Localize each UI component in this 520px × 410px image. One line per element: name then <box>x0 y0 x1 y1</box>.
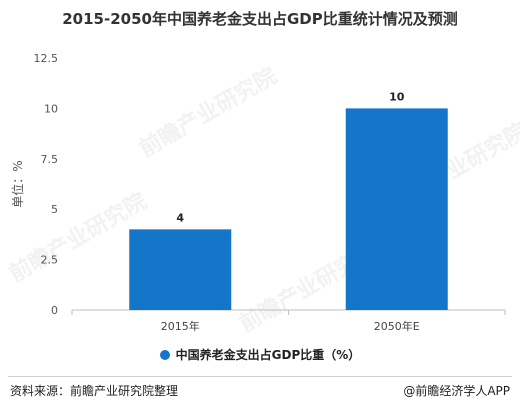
legend-label: 中国养老金支出占GDP比重（%） <box>175 348 361 362</box>
data-label: 10 <box>389 90 405 103</box>
x-tick-label: 2050年E <box>374 319 420 333</box>
bar <box>129 229 232 310</box>
y-axis-title: 单位：% <box>10 160 25 207</box>
source-note: 资料来源：前瞻产业研究院整理 <box>10 384 179 398</box>
y-tick-label: 2.5 <box>41 254 59 267</box>
chart-title: 2015-2050年中国养老金支出占GDP比重统计情况及预测 <box>62 10 458 28</box>
bar <box>345 108 448 311</box>
y-tick-label: 12.5 <box>34 52 59 65</box>
y-tick-label: 0 <box>51 304 58 317</box>
data-label: 4 <box>176 211 184 224</box>
legend: 中国养老金支出占GDP比重（%） <box>0 346 520 363</box>
bar-chart: 单位：% 0 2.5 5 7.5 10 12.5 4 2015年 10 2050年E <box>10 52 506 333</box>
footer-divider <box>8 376 512 377</box>
x-tick-label: 2015年 <box>161 319 200 333</box>
credit-note: @前瞻经济学人APP <box>403 384 510 398</box>
y-tick-label: 5 <box>51 203 58 216</box>
y-tick-label: 10 <box>44 102 58 115</box>
legend-marker <box>159 350 170 360</box>
y-tick-label: 7.5 <box>41 153 59 166</box>
